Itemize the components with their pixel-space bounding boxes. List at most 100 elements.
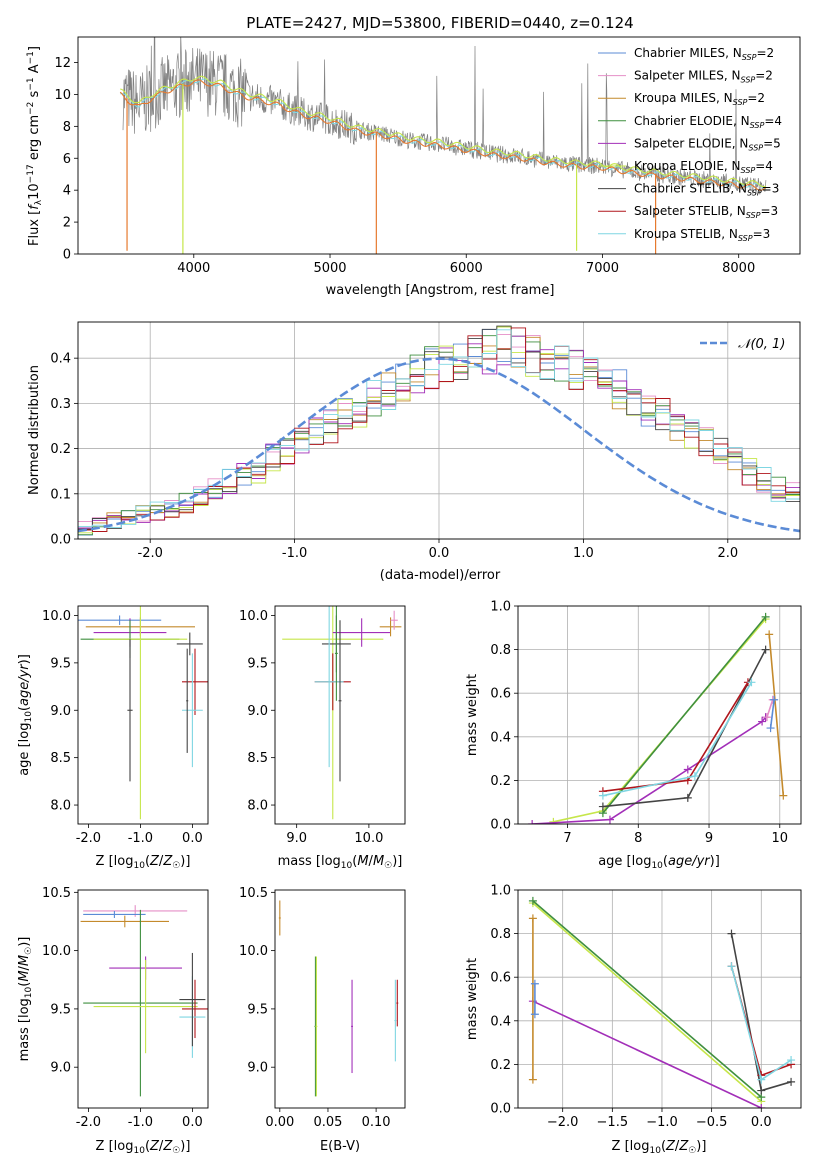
plot-area xyxy=(528,896,796,1108)
age-vs-mass-panel: 9.0 10.0 8.0 8.5 9.0 9.5 10.0 mass [log10(M/M☉)… xyxy=(239,605,406,871)
x-tick-label: -2.0 xyxy=(76,831,101,846)
y-tick-label: 0.0 xyxy=(490,1102,511,1117)
y-tick-label: 6 xyxy=(63,152,71,167)
mass-weight-marker xyxy=(683,793,692,802)
legend-entry: Kroupa STELIB, NSSP=3 xyxy=(634,227,770,243)
y-tick-label: 1.0 xyxy=(490,884,511,899)
x-tick-label: 0.05 xyxy=(313,1115,342,1130)
mass-weight-marker xyxy=(761,645,770,654)
x-tick-label: −1.5 xyxy=(597,1115,629,1130)
residual-histogram-panel: -2.0 -1.0 0.0 1.0 2.0 0.0 0.1 0.2 0.3 0.4 𝒩(0, 1) (… xyxy=(27,321,801,583)
plot-area xyxy=(80,905,208,1097)
x-tick-label: -1.0 xyxy=(128,831,153,846)
y-tick-label: 0.8 xyxy=(490,643,511,658)
mass-weight-marker xyxy=(605,815,614,824)
y-tick-label: 0.2 xyxy=(490,774,511,789)
legend-entry: Salpeter STELIB, NSSP=3 xyxy=(634,204,778,220)
x-tick-label: 6000 xyxy=(450,261,483,276)
model-spectrum xyxy=(119,79,767,191)
x-tick-label: 8000 xyxy=(722,261,755,276)
x-tick-label: -1.0 xyxy=(282,546,307,561)
mass-weight-vs-age-panel: 7 8 9 10 0.0 0.2 0.4 0.6 0.8 1.0 age [log10(age/yr… xyxy=(465,600,802,871)
y-tick-label: 10.0 xyxy=(239,609,268,624)
mass-weight-line xyxy=(766,699,774,718)
plot-area xyxy=(119,37,767,254)
y-tick-label: 0.4 xyxy=(50,352,71,367)
y-tick-label: 8 xyxy=(63,120,71,135)
y-tick-label: 8.0 xyxy=(50,799,71,814)
mass-weight-line xyxy=(602,616,767,814)
x-tick-label: 1.0 xyxy=(573,546,594,561)
x-tick-label: -2.0 xyxy=(138,546,163,561)
mass-weight-line xyxy=(532,902,762,1103)
x-tick-label: 0.0 xyxy=(751,1115,772,1130)
x-tick-label: 10 xyxy=(772,831,789,846)
model-spectrum xyxy=(120,75,767,188)
x-axis-label: (data-model)/error xyxy=(380,568,501,583)
x-tick-label: 0.10 xyxy=(362,1115,391,1130)
y-tick-label: 10.5 xyxy=(239,886,268,901)
y-tick-label: 0.3 xyxy=(50,397,71,412)
legend-entry: Kroupa MILES, NSSP=2 xyxy=(634,91,765,107)
mass-weight-line xyxy=(602,681,753,797)
mass-weight-marker xyxy=(549,817,558,824)
legend-entry: Chabrier STELIB, NSSP=3 xyxy=(634,182,779,198)
y-tick-label: 8.5 xyxy=(50,751,71,766)
x-tick-label: 0.00 xyxy=(265,1115,294,1130)
observed-spectrum xyxy=(122,37,767,195)
mass-weight-marker xyxy=(683,765,692,774)
plot-area xyxy=(278,900,399,1097)
axes-frame xyxy=(77,321,801,540)
y-tick-label: 9.0 xyxy=(50,704,71,719)
y-tick-label: 8.5 xyxy=(247,751,268,766)
x-tick-label: 0.0 xyxy=(182,1115,203,1130)
x-tick-label: −1.0 xyxy=(646,1115,678,1130)
mass-weight-marker xyxy=(598,802,607,811)
y-tick-label: 9.5 xyxy=(247,656,268,671)
plot-area xyxy=(282,606,402,820)
x-tick-label: 9.0 xyxy=(286,831,307,846)
y-tick-label: 0.1 xyxy=(50,487,71,502)
mass-weight-marker xyxy=(690,772,699,781)
x-tick-label: 9 xyxy=(705,831,713,846)
mass-weight-line xyxy=(532,1000,762,1108)
y-tick-label: 10.0 xyxy=(42,609,71,624)
mass-weight-marker xyxy=(757,1075,766,1084)
x-tick-label: 4000 xyxy=(177,261,210,276)
mass-weight-marker xyxy=(757,1104,766,1108)
y-tick-label: 0.4 xyxy=(490,1014,511,1029)
y-tick-label: 0.2 xyxy=(50,442,71,457)
plot-area xyxy=(528,612,788,824)
y-tick-label: 9.5 xyxy=(50,1002,71,1017)
mass-weight-marker xyxy=(598,791,607,800)
age-vs-metallicity-panel: -2.0 -1.0 0.0 8.0 8.5 9.0 9.5 10.0 Z [log10(Z/Z☉… xyxy=(17,605,209,871)
y-tick-label: 0.4 xyxy=(490,730,511,745)
mass-vs-ebv-panel: 0.00 0.05 0.10 9.0 9.5 10.0 10.5 E(B-V) xyxy=(239,886,406,1154)
x-axis-label: Z [log10(Z/Z☉)] xyxy=(612,1139,707,1156)
y-tick-label: 12 xyxy=(54,56,71,71)
mass-weight-marker xyxy=(757,1086,766,1095)
legend-entry: 𝒩(0, 1) xyxy=(738,337,785,352)
y-tick-label: 0.8 xyxy=(490,927,511,942)
mass-weight-line xyxy=(768,634,785,796)
mass-weight-line xyxy=(769,699,775,729)
x-tick-label: -1.0 xyxy=(128,1115,153,1130)
mass-weight-marker xyxy=(528,820,537,824)
plot-area xyxy=(78,325,800,539)
gaussian-curve xyxy=(78,357,800,533)
axes-frame xyxy=(274,889,406,1109)
x-axis-label: mass [log10(M/M☉)] xyxy=(278,854,403,871)
y-tick-label: 9.0 xyxy=(247,704,268,719)
y-axis-label: Flux [fλ10−17 erg cm−2 s−1 A−1] xyxy=(26,46,44,246)
mass-weight-marker xyxy=(787,1056,796,1065)
mass-weight-vs-metallicity-panel: −2.0 −1.5 −1.0 −0.5 0.0 0.0 0.2 0.4 0.6 0.8 1.0 Z [… xyxy=(465,884,802,1156)
legend-entry: Kroupa ELODIE, NSSP=4 xyxy=(634,159,773,175)
mass-vs-metallicity-panel: -2.0 -1.0 0.0 9.0 9.5 10.0 10.5 Z [log10(Z/Z☉)]… xyxy=(17,886,209,1156)
x-tick-label: 7000 xyxy=(586,261,619,276)
mass-weight-marker xyxy=(787,1077,796,1086)
mass-weight-marker xyxy=(770,695,779,704)
mass-weight-marker xyxy=(528,914,537,923)
x-tick-label: −0.5 xyxy=(696,1115,728,1130)
figure-title: PLATE=2427, MJD=53800, FIBERID=0440, z=0… xyxy=(246,14,633,32)
